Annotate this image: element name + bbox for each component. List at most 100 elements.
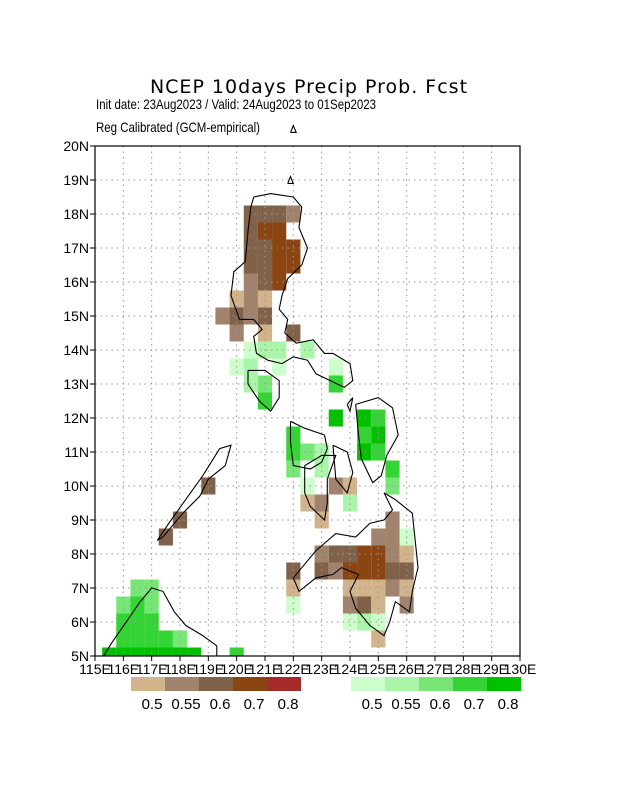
probability-cell [130, 613, 145, 631]
probability-cell [371, 579, 386, 597]
coastline [287, 175, 295, 184]
probability-cell [272, 358, 287, 376]
latitude-axis: 20N 19N 18N 17N 16N 15N 14N 13N 12N 11N 10N 9N 8N 7N 6… [63, 138, 95, 664]
probability-cell [371, 426, 386, 444]
probability-cell [187, 647, 202, 656]
probability-cell [385, 460, 400, 478]
probability-cell [357, 562, 372, 580]
longitude-tick-label: 123E [305, 661, 338, 677]
probability-cell [102, 647, 117, 656]
probability-cell [371, 409, 386, 427]
longitude-tick-label: 119E [192, 661, 224, 677]
latitude-tick-label: 15N [63, 308, 89, 324]
probability-cell [257, 239, 273, 257]
probability-cell [172, 630, 188, 648]
probability-cell [158, 630, 173, 648]
probability-cell [257, 290, 273, 308]
probability-cell [243, 273, 258, 291]
probability-cell [314, 460, 329, 478]
probability-cell [272, 205, 287, 223]
probability-cell [144, 613, 159, 631]
legend-color-swatch [487, 677, 521, 691]
wet-probability-legend: 0.5 0.55 0.6 0.7 0.8 [351, 677, 521, 713]
coastline [355, 396, 399, 484]
latitude-tick-label: 6N [71, 614, 89, 630]
probability-cell [371, 596, 386, 614]
probability-cell [357, 613, 372, 631]
probability-cell [201, 477, 216, 495]
latitude-tick-label: 19N [63, 172, 89, 188]
legend-color-swatch [131, 677, 165, 691]
latitude-tick-label: 5N [71, 648, 89, 664]
latitude-tick-label: 20N [63, 138, 89, 154]
longitude-tick-label: 130E [504, 661, 537, 677]
probability-cell [272, 273, 287, 291]
probability-cell [257, 205, 273, 223]
probability-cell [328, 409, 343, 427]
probability-cell [243, 222, 258, 240]
probability-cell [371, 613, 386, 631]
probability-cell [385, 528, 400, 546]
latitude-tick-label: 13N [63, 376, 89, 392]
coastline [304, 454, 337, 522]
probability-cell [172, 647, 188, 656]
legend-label: 0.6 [430, 696, 451, 713]
longitude-tick-label: 115E [79, 661, 111, 677]
probability-cell [286, 460, 301, 478]
probability-cell [328, 562, 343, 580]
probability-cells [102, 205, 414, 656]
legend-label: 0.55 [171, 696, 200, 713]
probability-cell [243, 375, 258, 393]
probability-cell [272, 256, 287, 274]
latitude-tick-label: 9N [71, 512, 89, 528]
probability-cell [144, 630, 159, 648]
coastline [346, 397, 354, 414]
probability-cell [144, 596, 159, 614]
probability-cell [243, 256, 258, 274]
coastlines [102, 124, 419, 657]
probability-cell [229, 290, 244, 308]
probability-cell [286, 426, 301, 444]
legend-label: 0.7 [244, 696, 265, 713]
latitude-tick-label: 8N [71, 546, 89, 562]
probability-cell [286, 596, 301, 614]
coastline [230, 193, 354, 389]
probability-cell [257, 273, 273, 291]
probability-cell [144, 647, 159, 656]
probability-cell [357, 545, 372, 563]
legend-color-swatch [165, 677, 199, 691]
probability-cell [328, 477, 343, 495]
longitude-tick-label: 118E [164, 661, 196, 677]
probability-cell [342, 494, 358, 512]
legend-color-swatch [267, 677, 301, 691]
probability-cell [272, 341, 287, 359]
latitude-tick-label: 7N [71, 580, 89, 596]
probability-cell [229, 647, 244, 656]
longitude-axis: 115E116E117E118E119E120E121E122E123E124E… [79, 656, 536, 677]
probability-cell [229, 307, 244, 325]
legend-color-swatch [385, 677, 419, 691]
probability-cell [286, 256, 301, 274]
probability-cell [328, 375, 343, 393]
map-title: NCEP 10days Precip Prob. Fcst [149, 76, 469, 98]
probability-cell [357, 426, 372, 444]
longitude-tick-label: 124E [334, 661, 367, 677]
legend-label: 0.6 [210, 696, 231, 713]
probability-cell [243, 290, 258, 308]
legend-label: 0.8 [498, 696, 519, 713]
longitude-tick-label: 116E [107, 661, 139, 677]
dry-probability-legend: 0.5 0.55 0.6 0.7 0.8 [131, 677, 301, 713]
probability-cell [300, 477, 315, 495]
probability-cell [243, 341, 258, 359]
probability-cell [272, 239, 287, 257]
calibration-method-subtitle: Reg Calibrated (GCM-empirical) [96, 119, 260, 135]
coastline [156, 444, 232, 541]
longitude-tick-label: 129E [475, 661, 508, 677]
legend-color-swatch [233, 677, 267, 691]
latitude-tick-label: 10N [63, 478, 89, 494]
probability-cell [371, 630, 386, 648]
probability-cell [314, 494, 329, 512]
probability-cell [257, 392, 273, 410]
probability-cell [130, 647, 145, 656]
